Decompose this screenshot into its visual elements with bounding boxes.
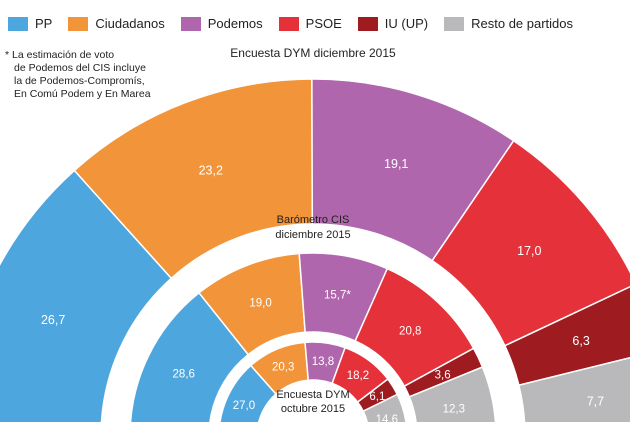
- inner-ring-title: Encuesta DYM: [276, 389, 349, 401]
- middle-ring-label-resto: 12,3: [443, 403, 465, 415]
- outer-ring-label-pp: 26,7: [41, 313, 65, 327]
- inner-ring-segment-resto: [362, 393, 407, 422]
- legend-item-podemos: Podemos: [180, 16, 263, 31]
- footnote-line: de Podemos del CIS incluye: [14, 62, 146, 74]
- outer-ring-segment-pp: [0, 169, 173, 422]
- legend-swatch-pp: [8, 16, 28, 31]
- footnote-line: la de Podemos-Compromís,: [14, 75, 145, 87]
- legend-label-resto: Resto de partidos: [471, 16, 574, 31]
- legend-swatch-iu: [357, 16, 378, 31]
- legend-label-pp: PP: [35, 16, 53, 31]
- outer-ring-segment-psoe: [431, 139, 630, 347]
- legend-label-psoe: PSOE: [305, 16, 342, 31]
- legend-swatch-resto: [444, 16, 465, 31]
- inner-ring-label-pp: 27,0: [233, 400, 255, 412]
- outer-ring-segment-resto: [517, 357, 630, 422]
- legend-label-ciudadanos: Ciudadanos: [95, 16, 165, 31]
- legend-label-iu: IU (UP): [384, 16, 429, 31]
- footnote: * La estimación de voto de Podemos del C…: [5, 49, 151, 101]
- middle-ring-label-ciudadanos: 19,0: [249, 297, 271, 309]
- middle-ring-title: Barómetro CIS: [277, 214, 350, 226]
- inner-ring-title: octubre 2015: [281, 403, 345, 415]
- inner-ring-label-resto: 14,6: [376, 414, 398, 422]
- outer-ring-label-iu: 6,3: [572, 334, 589, 348]
- legend-swatch-psoe: [278, 16, 299, 31]
- legend-item-resto: Resto de partidos: [444, 16, 573, 31]
- legend-item-psoe: PSOE: [278, 16, 342, 31]
- outer-ring-label-podemos: 19,1: [384, 157, 408, 171]
- outer-ring-label-psoe: 17,0: [517, 244, 541, 258]
- legend-swatch-ciudadanos: [68, 16, 89, 31]
- inner-ring-label-podemos: 13,8: [312, 356, 334, 368]
- legend-swatch-podemos: [180, 16, 201, 31]
- middle-ring-segment-resto: [408, 366, 497, 422]
- middle-ring-label-psoe: 20,8: [399, 325, 421, 337]
- inner-ring-label-iu: 6,1: [369, 391, 385, 403]
- legend-label-podemos: Podemos: [207, 16, 263, 31]
- middle-ring-title: diciembre 2015: [275, 229, 350, 241]
- legend-item-pp: PP: [8, 16, 52, 31]
- inner-ring-label-psoe: 18,2: [347, 370, 369, 382]
- middle-ring-label-pp: 28,6: [173, 369, 195, 381]
- inner-ring-label-ciudadanos: 20,3: [272, 361, 294, 373]
- legend: PP Ciudadanos Podemos PSOE IU (UP) Resto…: [8, 16, 589, 31]
- middle-ring-label-podemos: 15,7*: [324, 290, 351, 302]
- outer-ring-label-resto: 7,7: [587, 395, 604, 409]
- footnote-line: En Comú Podem y En Marea: [14, 88, 151, 100]
- footnote-line: * La estimación de voto: [5, 49, 115, 61]
- outer-ring-label-ciudadanos: 23,2: [199, 164, 223, 178]
- middle-ring-label-iu: 3,6: [435, 369, 451, 381]
- legend-item-ciudadanos: Ciudadanos: [68, 16, 165, 31]
- legend-item-iu: IU (UP): [357, 16, 429, 31]
- outer-ring-title: Encuesta DYM diciembre 2015: [230, 46, 396, 60]
